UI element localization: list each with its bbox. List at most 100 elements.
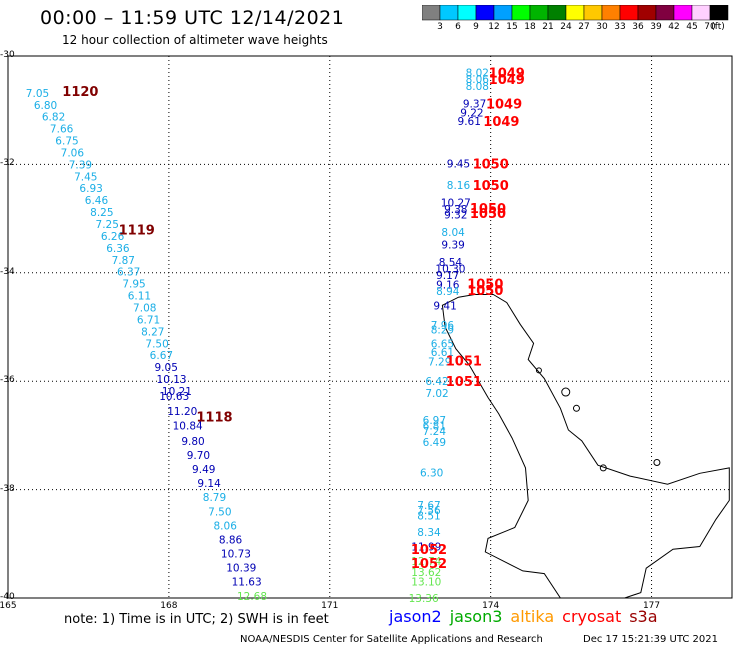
wave-height-value: 6.97 (423, 415, 446, 427)
wave-height-value: 8.54 (439, 257, 463, 269)
color-scale-tick-label: 36 (632, 22, 644, 32)
wave-height-value: 8.16 (447, 180, 471, 192)
wave-height-value: 6.93 (79, 183, 102, 195)
wave-height-value: 7.06 (61, 147, 85, 159)
wave-height-value: 10.73 (221, 549, 251, 561)
latitude-tick-label: -38 (0, 483, 15, 494)
legend-entry-cryosat: cryosat (562, 607, 622, 626)
wave-height-value: 6.67 (150, 350, 173, 362)
track-number-label: 1050 (467, 278, 503, 293)
track-number-label: 1118 (196, 410, 232, 425)
color-scale-tick-label: 27 (578, 22, 590, 32)
legend-entry-jason2: jason2 (389, 607, 442, 626)
wave-height-value: 9.70 (187, 450, 210, 462)
wave-height-value: 8.79 (203, 492, 226, 504)
latitude-tick-label: -40 (0, 592, 15, 602)
color-scale-tick-label: 42 (668, 22, 680, 32)
longitude-tick-label: 168 (160, 601, 178, 611)
wave-height-value: 9.38 (444, 204, 467, 216)
wave-height-value: 9.37 (463, 99, 486, 111)
wave-height-value: 9.61 (458, 116, 481, 128)
wave-height-value: 9.14 (197, 478, 221, 490)
wave-height-value: 7.66 (50, 124, 74, 136)
latitude-tick-label: -36 (0, 375, 15, 386)
wave-height-value: 10.27 (441, 197, 471, 209)
wave-height-value: 7.05 (26, 88, 49, 100)
wave-height-value: 9.32 (444, 209, 467, 221)
wave-height-value: 6.26 (101, 231, 125, 243)
chart-subtitle: 12 hour collection of altimeter wave hei… (62, 33, 328, 47)
track-number-label: 1050 (470, 202, 506, 217)
track-number-label: 1051 (446, 375, 482, 390)
longitude-tick-label: 165 (0, 601, 17, 611)
wave-height-value: 13.62 (411, 567, 441, 579)
wave-height-value: 10.63 (159, 391, 189, 403)
wave-height-value: 7.96 (431, 320, 455, 332)
wave-height-value: 6.46 (85, 195, 109, 207)
color-scale-labels: 3 6 9 12 15 18 21 24 27 30 33 36 39 42 45 70 (ft) (422, 22, 728, 34)
island (653, 459, 661, 466)
wave-height-value: 7.02 (425, 388, 448, 400)
wave-height-value: 8.06 (466, 74, 490, 86)
latitude-tick-label: -30 (0, 50, 15, 60)
wave-height-value: 13.36 (409, 593, 439, 605)
wave-height-value: 10.13 (157, 374, 187, 386)
footer-timestamp: Dec 17 15:21:39 UTC 2021 (583, 634, 718, 645)
track-number-label: 1050 (473, 157, 509, 172)
wave-height-value: 7.45 (74, 171, 97, 183)
color-scale-tick-label: 70 (704, 22, 716, 32)
wave-height-value: 9.17 (436, 270, 459, 282)
wave-height-value: 10.39 (226, 563, 256, 575)
wave-height-value: 8.94 (436, 286, 460, 298)
wave-height-value: 9.22 (460, 107, 483, 119)
island (561, 387, 571, 397)
wave-height-value: 7.39 (69, 159, 92, 171)
wave-height-value: 6.11 (128, 291, 151, 303)
track-number-label: 1051 (446, 355, 482, 370)
wave-height-value: 9.45 (447, 158, 470, 170)
wave-height-value: 8.34 (417, 527, 441, 539)
legend-entry-jason3: jason3 (449, 607, 503, 626)
track-number-label: 1049 (489, 73, 525, 88)
track-number-label: 1049 (486, 98, 522, 113)
color-scale-tick-label: 12 (488, 22, 500, 32)
legend-entry-s3a: s3a (629, 607, 658, 626)
wave-height-value: 9.80 (181, 436, 204, 448)
wave-height-value: 8.06 (214, 520, 238, 532)
wave-height-value: 11.99 (411, 542, 441, 554)
wave-height-value: 8.25 (90, 207, 113, 219)
wave-height-value: 10.84 (173, 421, 203, 433)
wave-height-value: 6.42 (425, 376, 448, 388)
longitude-tick-label: 171 (321, 601, 339, 611)
wave-height-value: 6.49 (423, 437, 446, 449)
color-scale-tick-label: 9 (473, 22, 479, 32)
wave-height-value: 10.30 (435, 263, 465, 275)
wave-height-value: 8.51 (417, 511, 440, 523)
wave-height-value: 9.49 (192, 464, 215, 476)
wave-height-value: 12.74 (411, 556, 441, 568)
wave-height-value: 7.50 (208, 506, 231, 518)
wave-height-value: 11.20 (167, 406, 197, 418)
track-number-label: 1052 (411, 543, 447, 558)
wave-height-value: 8.29 (431, 325, 454, 337)
wave-height-value: 11.63 (232, 577, 262, 589)
wave-height-value: 7.67 (417, 500, 440, 512)
island (599, 464, 607, 472)
wave-height-value: 8.08 (466, 81, 489, 93)
track-number-label: 1120 (62, 85, 98, 100)
color-scale-tick-label: 24 (560, 22, 572, 32)
latitude-tick-label: -34 (0, 266, 15, 277)
longitude-tick-label: 177 (642, 601, 661, 611)
color-scale-tick-label: 21 (542, 22, 554, 32)
wave-height-value: 6.65 (431, 338, 454, 350)
color-scale-tick-label: 39 (650, 22, 662, 32)
wave-height-value: 9.41 (433, 300, 456, 312)
track-number-label: 1049 (483, 115, 519, 130)
wave-height-value: 6.75 (55, 136, 78, 148)
wave-height-value: 8.04 (441, 227, 465, 239)
color-scale-tick-label: 45 (686, 22, 698, 32)
track-number-label: 1049 (489, 66, 525, 81)
track-number-label: 1119 (119, 223, 155, 238)
wave-height-value: 8.86 (219, 534, 243, 546)
